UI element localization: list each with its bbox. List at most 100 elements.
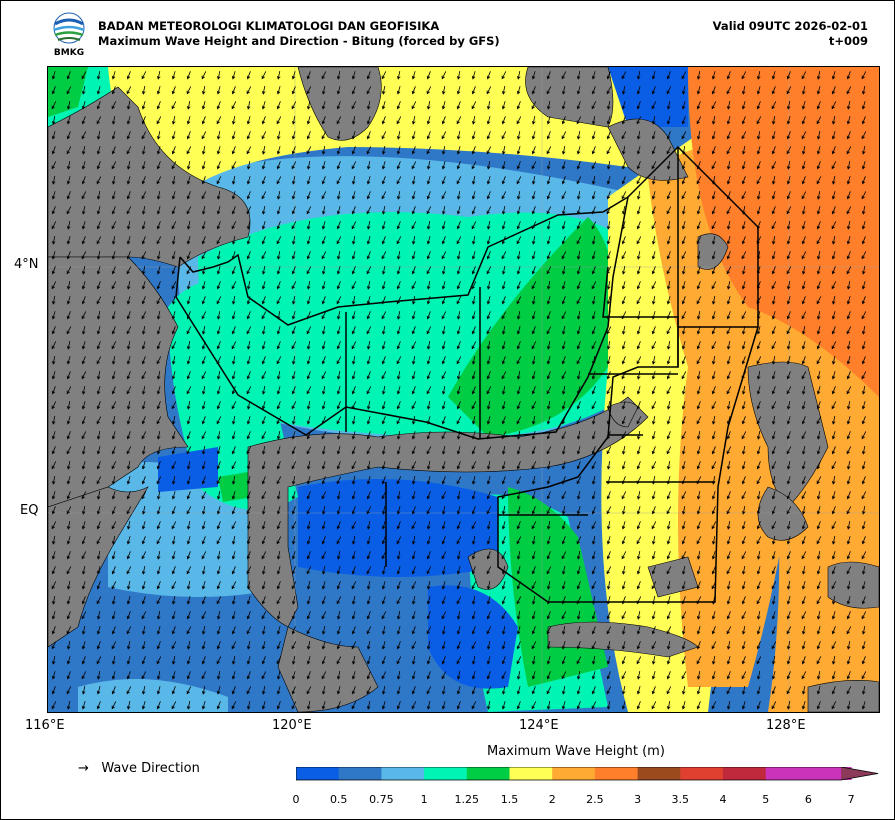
wave-arrow xyxy=(111,611,116,620)
wave-arrow xyxy=(126,491,131,500)
wave-arrow xyxy=(171,596,176,605)
wave-arrow xyxy=(381,251,387,260)
wave-arrow xyxy=(621,341,626,350)
wave-arrow xyxy=(501,521,506,530)
wave-arrow xyxy=(606,701,611,710)
wave-arrow xyxy=(606,146,612,155)
wave-arrow xyxy=(426,371,431,380)
wave-arrow xyxy=(81,701,86,710)
wave-arrow xyxy=(351,626,356,635)
wave-arrow xyxy=(711,161,717,170)
wave-arrow xyxy=(246,566,252,575)
wave-arrow xyxy=(276,371,281,380)
wave-arrow xyxy=(366,581,371,590)
wave-arrow xyxy=(51,686,56,695)
wave-arrow xyxy=(666,506,672,515)
wave-arrow xyxy=(681,356,686,365)
wave-arrow xyxy=(426,401,431,410)
wave-arrow xyxy=(846,341,851,350)
wave-arrow xyxy=(636,461,641,470)
wave-arrow xyxy=(711,521,717,530)
wave-arrow xyxy=(606,191,611,200)
wave-arrow xyxy=(831,686,836,695)
wave-arrow xyxy=(816,296,822,305)
wave-arrow xyxy=(681,416,686,425)
wave-arrow xyxy=(546,581,551,590)
wave-arrow xyxy=(696,446,701,455)
wave-arrow xyxy=(501,281,506,290)
wave-arrow xyxy=(501,371,507,380)
wave-arrow xyxy=(666,161,671,170)
wave-arrow xyxy=(126,221,131,230)
wave-arrow xyxy=(411,566,416,575)
wave-arrow xyxy=(276,641,281,650)
wave-arrow xyxy=(576,476,582,485)
wave-arrow xyxy=(456,386,461,395)
wave-arrow xyxy=(606,671,611,680)
wave-arrow xyxy=(96,626,101,635)
wave-arrow xyxy=(771,281,777,290)
wave-arrow xyxy=(651,116,656,125)
wave-arrow xyxy=(306,371,311,380)
wave-arrow xyxy=(606,71,611,80)
wave-arrow xyxy=(51,116,56,125)
wave-arrow xyxy=(696,461,701,470)
wave-arrow xyxy=(726,86,732,95)
wave-arrow xyxy=(816,521,821,530)
forecast-zone-boundaries xyxy=(175,145,759,603)
wave-arrow xyxy=(366,521,371,530)
wave-arrow xyxy=(771,536,776,545)
wave-arrow xyxy=(351,611,356,620)
wave-arrow xyxy=(666,551,671,560)
wave-arrow xyxy=(516,371,521,380)
wave-arrow xyxy=(786,191,791,200)
wave-arrow xyxy=(396,356,402,365)
wave-arrow xyxy=(666,401,671,410)
wave-arrow xyxy=(621,191,627,200)
wave-arrow xyxy=(441,686,446,695)
wave-arrow xyxy=(711,116,716,125)
wave-arrow xyxy=(441,671,447,680)
wave-arrow xyxy=(846,251,851,260)
wave-arrow xyxy=(261,131,267,140)
wave-arrow xyxy=(246,626,252,635)
wave-arrow xyxy=(531,116,536,125)
wave-arrow xyxy=(816,461,821,470)
wave-arrow xyxy=(621,521,626,530)
wave-arrow xyxy=(846,131,851,140)
wave-arrow xyxy=(111,101,117,110)
wave-arrow xyxy=(51,581,57,590)
wave-arrow xyxy=(156,146,161,155)
wave-arrow xyxy=(531,236,536,245)
wave-arrow xyxy=(321,566,326,575)
wave-arrow xyxy=(606,296,611,305)
wave-arrow xyxy=(591,626,596,635)
wave-arrow xyxy=(111,521,117,530)
wave-arrow xyxy=(831,356,836,365)
wave-arrow xyxy=(786,296,791,305)
wave-arrow xyxy=(276,101,281,110)
wave-arrow xyxy=(696,626,701,635)
wave-arrow xyxy=(201,671,207,680)
wave-arrow xyxy=(141,146,146,155)
wave-arrow xyxy=(486,551,491,560)
wave-arrow xyxy=(516,521,521,530)
wave-arrow xyxy=(606,491,611,500)
wave-arrow xyxy=(441,116,446,125)
wave-arrow xyxy=(291,131,296,140)
wave-arrow xyxy=(816,236,822,245)
wave-arrow xyxy=(321,251,327,260)
wave-arrow xyxy=(51,491,56,500)
wave-arrow xyxy=(171,701,177,710)
wave-arrow xyxy=(636,416,642,425)
wave-arrow xyxy=(126,476,131,485)
wave-arrow xyxy=(261,386,266,395)
wave-arrow xyxy=(426,671,431,680)
wave-arrow xyxy=(291,266,296,275)
wave-arrow xyxy=(96,701,101,710)
wave-arrow xyxy=(111,146,116,155)
wave-arrow xyxy=(606,461,611,470)
wave-arrow xyxy=(621,536,626,545)
wave-arrow xyxy=(486,371,491,380)
wave-arrow xyxy=(96,686,101,695)
